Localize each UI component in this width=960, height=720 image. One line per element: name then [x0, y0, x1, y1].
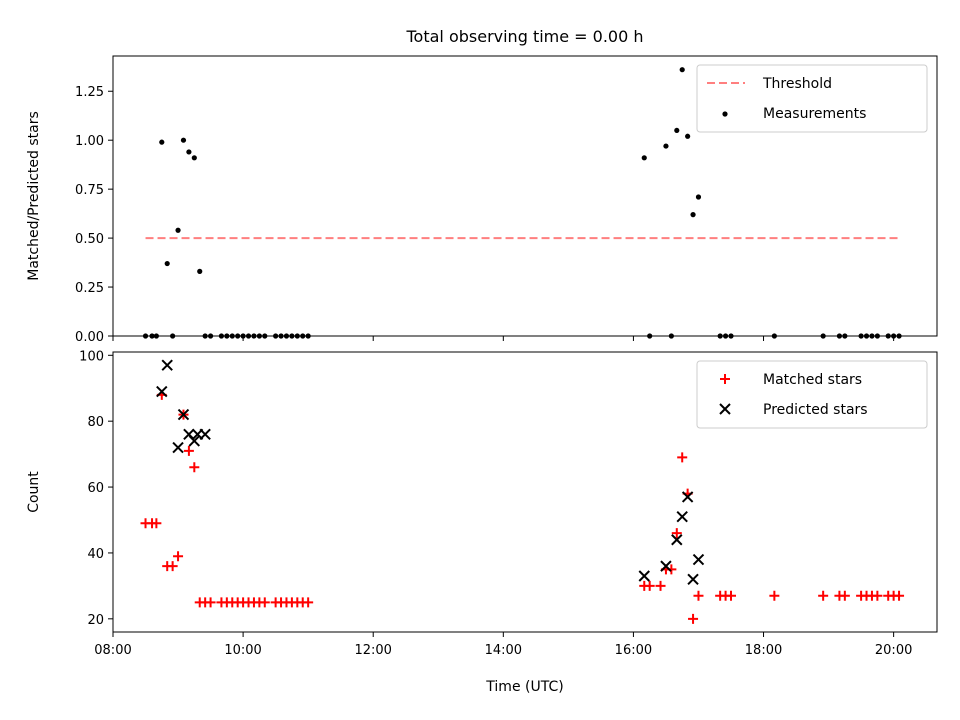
x-tick-label: 18:00 [745, 643, 782, 658]
data-point [769, 590, 780, 601]
data-point [679, 67, 685, 73]
data-point [173, 551, 184, 562]
y-axis-label: Count [26, 471, 42, 513]
data-point [183, 445, 194, 456]
data-point [695, 194, 702, 200]
data-point [638, 570, 650, 582]
data-point [189, 462, 200, 473]
x-tick-label: 08:00 [94, 643, 131, 658]
y-tick-label: 0.50 [75, 232, 104, 247]
legend-marker [720, 374, 730, 384]
data-point [641, 155, 647, 161]
chart-title: Total observing time = 0.00 h [405, 27, 643, 46]
chart-panel-2: 08:00 10:00 12:00 14:00 16:00 18:00 20:00 20 40 6… [26, 349, 938, 695]
x-tick-label: 10:00 [224, 643, 261, 658]
data-point [156, 385, 168, 398]
data-point [186, 149, 192, 155]
data-point [259, 597, 270, 608]
y-axis-label: Matched/Predicted stars [26, 111, 42, 281]
data-point [177, 408, 190, 421]
legend-marker [722, 111, 728, 117]
data-point [687, 573, 699, 586]
series-matched-stars [140, 389, 905, 624]
chart-panel-1: 0.00 0.25 0.50 0.75 1.00 1.25 Total observing … [26, 27, 938, 345]
data-point [655, 580, 666, 591]
data-point [167, 561, 178, 572]
y-tick-label: 0.00 [75, 330, 104, 345]
data-point [692, 553, 705, 566]
data-point [199, 428, 211, 441]
data-point [685, 133, 691, 139]
y-tick-label: 100 [79, 349, 104, 364]
x-tick-label: 16:00 [615, 643, 652, 658]
y-tick-label: 40 [87, 547, 104, 562]
y-tick-label: 20 [87, 613, 104, 628]
data-point [205, 597, 216, 608]
legend-label: Threshold [762, 76, 832, 92]
data-point [688, 613, 699, 624]
data-point [172, 441, 184, 454]
data-point [175, 227, 181, 233]
x-tick-label: 14:00 [485, 643, 522, 658]
legend-box [696, 64, 928, 133]
x-tick-label: 20:00 [875, 643, 912, 658]
legend-label: Measurements [763, 106, 866, 122]
data-point [681, 491, 694, 503]
y-tick-label: 0.75 [75, 183, 104, 198]
legend-box [696, 360, 928, 429]
data-point [303, 597, 314, 608]
data-point [894, 590, 905, 601]
legend-label: Predicted stars [763, 402, 868, 418]
data-point [677, 452, 688, 463]
series-predicted-stars [156, 359, 705, 586]
data-point [151, 518, 162, 529]
data-point [159, 139, 165, 145]
data-point [690, 212, 696, 218]
data-point [671, 528, 682, 539]
axes-frame [112, 55, 938, 337]
data-point [726, 590, 736, 601]
data-point [644, 580, 655, 591]
data-point [818, 590, 829, 601]
x-tick-label: 12:00 [354, 643, 391, 658]
data-point [663, 143, 669, 149]
axes-frame [112, 351, 938, 633]
data-point [839, 590, 850, 601]
data-point [191, 155, 197, 161]
data-point [660, 560, 672, 572]
data-point [693, 590, 704, 601]
data-point [674, 127, 680, 134]
y-tick-label: 80 [87, 415, 104, 430]
legend: Threshold Measurements [696, 64, 928, 133]
legend-marker [719, 403, 731, 415]
data-point [671, 534, 683, 546]
data-point [188, 435, 201, 447]
legend: Matched stars Predicted stars [696, 360, 928, 429]
data-point [180, 137, 187, 143]
data-point [197, 268, 203, 274]
y-tick-label: 1.25 [75, 85, 104, 100]
data-point [161, 359, 173, 371]
data-point [872, 590, 883, 601]
legend-label: Matched stars [763, 372, 862, 388]
y-tick-label: 0.25 [75, 281, 104, 296]
data-point [164, 260, 170, 267]
x-axis-label: Time (UTC) [485, 679, 563, 695]
data-point [676, 510, 688, 523]
y-tick-label: 1.00 [75, 134, 104, 149]
y-tick-label: 60 [87, 481, 104, 496]
